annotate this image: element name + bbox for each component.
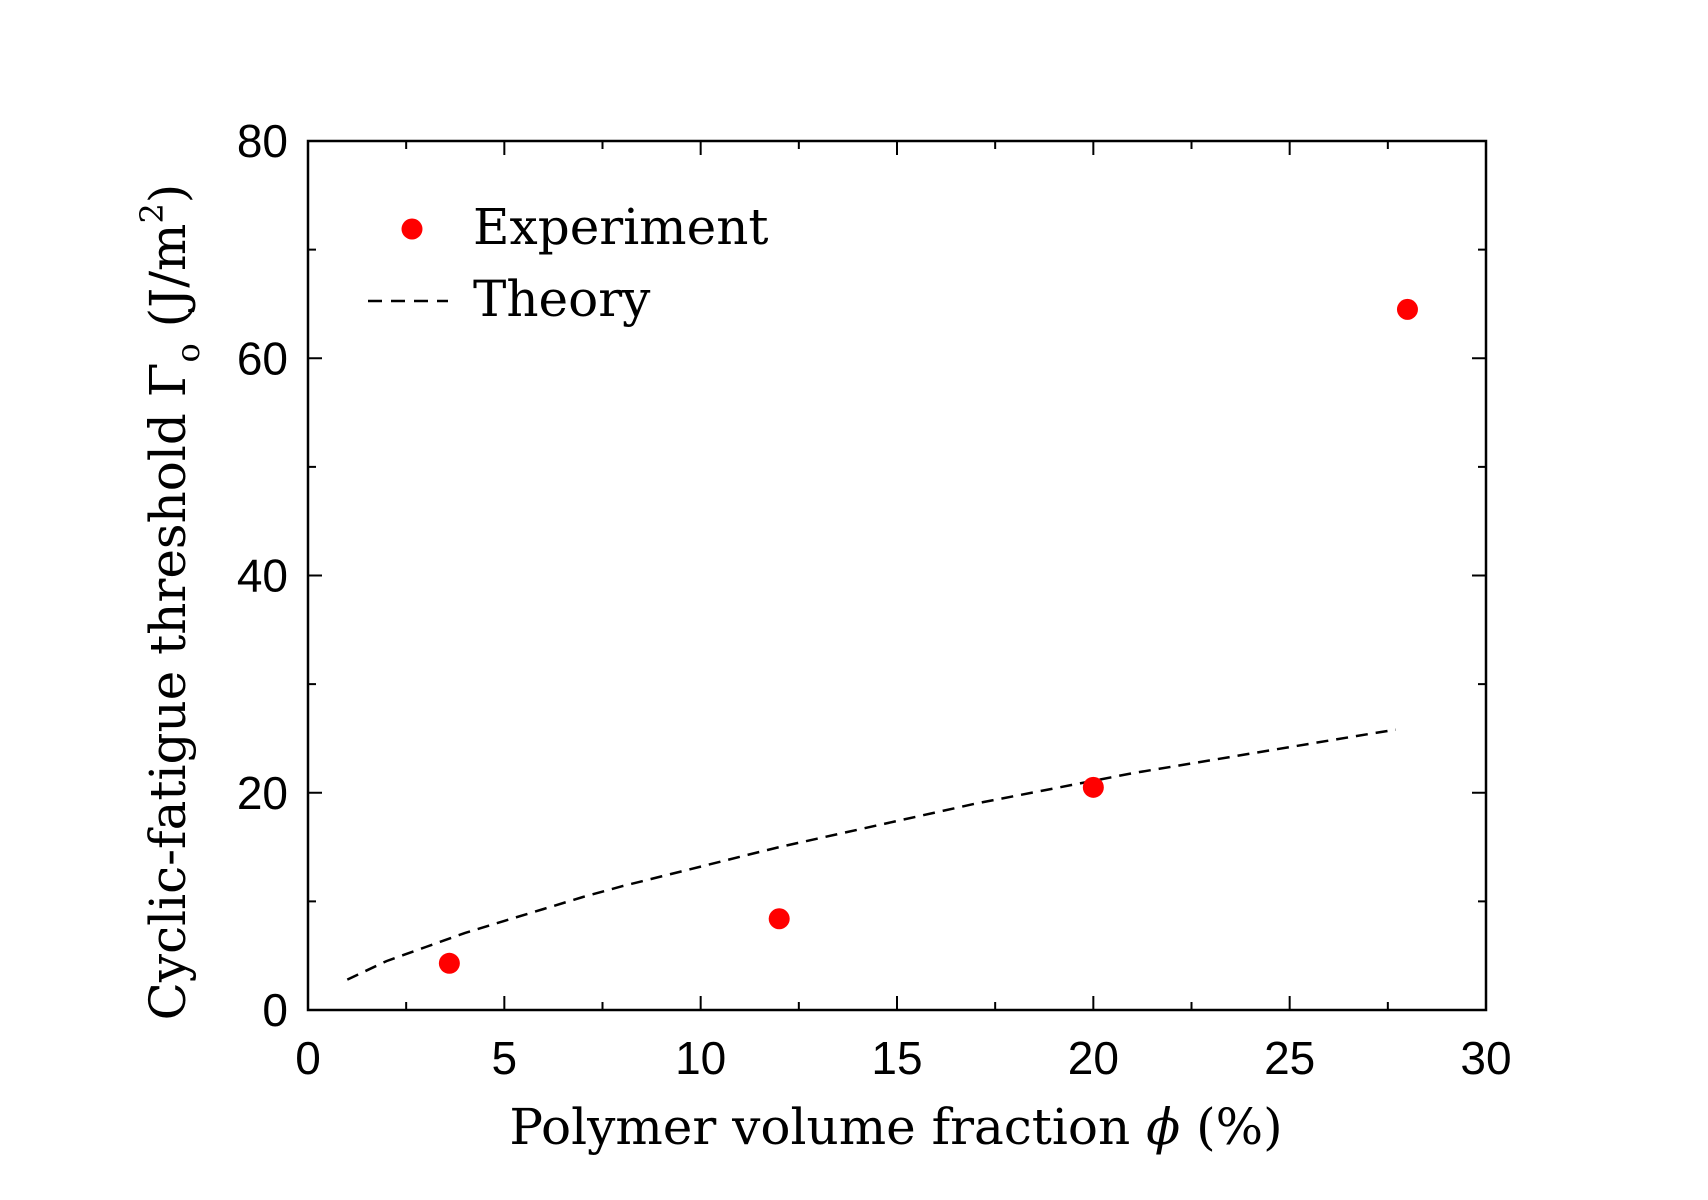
x-tick-label: 5: [492, 1032, 518, 1084]
y-tick-label: 60: [237, 332, 288, 384]
x-tick-label: 0: [295, 1032, 321, 1084]
y-axis-title: Cyclic-fatigue threshold Γo (J/m2): [133, 184, 207, 1021]
experiment-point: [1082, 776, 1104, 798]
x-tick-label: 30: [1460, 1032, 1511, 1084]
experiment-point: [768, 908, 790, 930]
x-axis-title: Polymer volume fraction ϕ (%): [509, 1098, 1282, 1156]
y-axis-subscript: o: [169, 343, 207, 362]
theory-line: [346, 728, 1396, 981]
y-axis-unit-superscript: 2: [133, 203, 171, 223]
minor-ticks: [308, 141, 1486, 1010]
y-axis-title-text: Cyclic-fatigue threshold: [139, 397, 197, 1020]
y-axis-gamma-symbol: Γ: [139, 363, 197, 398]
legend-label-experiment: Experiment: [473, 198, 768, 256]
y-tick-labels: 0 20 40 60 80: [237, 115, 288, 1036]
y-axis-unit-open: (J/m: [139, 224, 197, 344]
x-tick-label: 20: [1068, 1032, 1119, 1084]
experiment-point: [438, 952, 460, 974]
legend-label-theory: Theory: [473, 270, 651, 328]
y-tick-label: 40: [237, 550, 288, 602]
experiment-point: [1396, 298, 1418, 320]
series-layer: [346, 298, 1418, 981]
y-tick-label: 0: [262, 984, 288, 1036]
x-tick-labels: 0 5 10 15 20 25 30: [295, 1032, 1511, 1084]
y-axis-unit-close: ): [139, 184, 197, 204]
plot-frame: [306, 139, 1488, 1012]
x-tick-label: 10: [675, 1032, 726, 1084]
x-axis-unit: (%): [1180, 1098, 1282, 1156]
y-tick-label: 20: [237, 767, 288, 819]
x-tick-label: 15: [871, 1032, 922, 1084]
x-tick-label: 25: [1264, 1032, 1315, 1084]
y-tick-label: 80: [237, 115, 288, 167]
x-axis-phi-symbol: ϕ: [1146, 1098, 1180, 1156]
legend-marker-experiment: [401, 218, 423, 240]
x-axis-title-text: Polymer volume fraction: [509, 1098, 1146, 1156]
legend: Experiment Theory: [368, 198, 768, 328]
